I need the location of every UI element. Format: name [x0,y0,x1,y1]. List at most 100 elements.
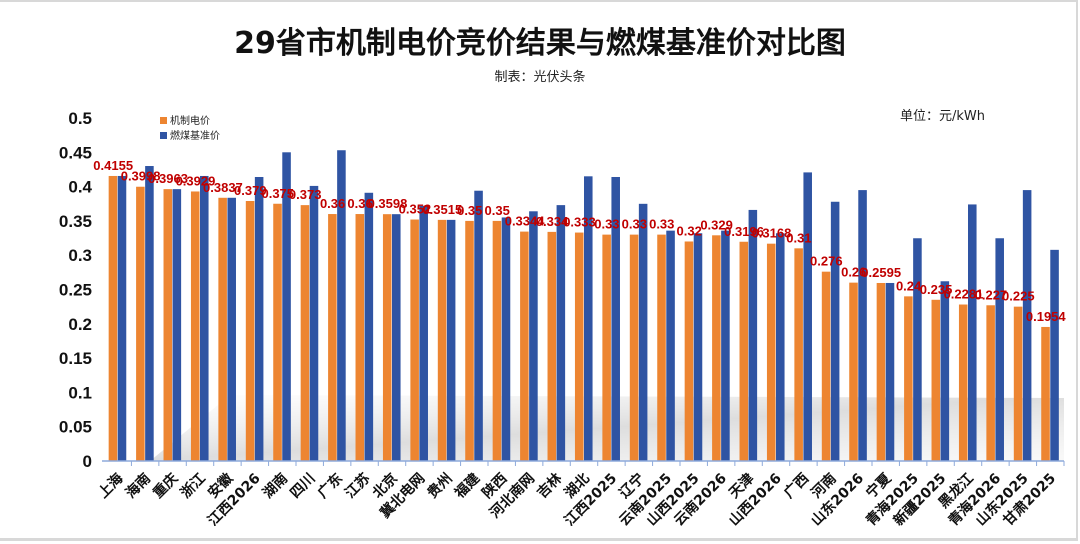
data-label: 0.24 [896,278,922,293]
bar-mechanism-price [328,214,337,461]
data-label: 0.373 [289,187,322,202]
bar-coal-benchmark [748,209,758,461]
bar-coal-benchmark [666,230,675,461]
bar-coal-benchmark [940,281,950,461]
data-label: 0.35 [485,203,510,218]
bar-mechanism-price [986,305,995,461]
y-tick-label: 0.1 [68,383,92,402]
unit-label: 单位：元/kWh [900,109,986,124]
bar-mechanism-price [136,186,145,462]
bar-coal-benchmark [913,238,922,461]
data-label: 0.35 [457,203,482,218]
y-tick-label: 0.2 [68,315,92,334]
bar-coal-benchmark [776,233,785,461]
bar-coal-benchmark [117,175,127,462]
y-tick-label: 0.5 [68,109,92,128]
x-tick-label: 广西 [780,470,812,502]
x-tick-label: 广东 [314,470,346,502]
chart-title: 29省市机制电价竞价结果与燃煤基准价对比图 [234,26,846,61]
bar-mechanism-price [958,304,968,461]
data-label: 0.225 [1002,289,1035,304]
bar-coal-benchmark [584,176,593,461]
data-label: 0.4155 [93,158,133,173]
bar-mechanism-price [657,234,666,461]
bar-coal-benchmark [254,176,264,461]
y-tick-label: 0.05 [59,418,92,437]
bar-coal-benchmark [529,211,538,461]
data-label: 0.3515 [422,202,462,217]
bar-coal-benchmark [419,205,428,461]
bar-mechanism-price [904,296,913,461]
bar-mechanism-price [821,271,831,461]
bar-coal-benchmark [1050,249,1059,461]
data-label: 0.26 [841,265,866,280]
bar-coal-benchmark [885,282,895,461]
chart-subtitle: 制表：光伏头条 [494,70,586,85]
data-label: 0.32 [677,223,702,238]
bar-mechanism-price [273,203,282,461]
bar-mechanism-price [574,232,584,461]
bar-mechanism-price [437,219,447,461]
bar-coal-benchmark [474,190,483,461]
bar-coal-benchmark [364,192,374,462]
y-tick-label: 0.4 [68,178,92,197]
bar-mechanism-price [465,220,474,461]
bar-coal-benchmark [721,230,730,461]
bar-coal-benchmark [803,172,812,462]
data-label: 0.333 [563,215,596,230]
data-label: 0.3929 [176,173,216,188]
data-label: 0.33 [594,217,619,232]
bar-coal-benchmark [446,219,456,461]
data-label: 0.375 [261,186,294,201]
bar-mechanism-price [218,197,227,461]
data-label: 0.3998 [121,169,161,184]
bar-mechanism-price [931,299,941,461]
bar-mechanism-price [849,282,858,461]
bar-mechanism-price [163,189,173,462]
legend: 机制电价 燃煤基准价 [160,114,220,142]
legend-label-mechanism: 机制电价 [170,114,210,127]
x-tick-label: 上海 [95,470,127,502]
bar-mechanism-price [492,220,502,461]
data-label: 0.227 [975,287,1008,302]
bar-mechanism-price [245,201,255,462]
bar-coal-benchmark [200,175,209,462]
bar-mechanism-price [876,282,886,461]
bar-mechanism-price [190,191,200,462]
data-label: 0.3344 [505,214,546,229]
bar-mechanism-price [1013,306,1023,461]
data-label: 0.352 [399,202,432,217]
data-label: 0.2281 [944,287,984,302]
bar-mechanism-price [108,175,118,462]
x-tick-label: 福建 [451,470,484,503]
bar-mechanism-price [712,235,721,461]
bar-mechanism-price [629,234,639,461]
x-tick-label: 四川 [287,471,318,502]
bar-coal-benchmark [227,197,236,461]
bar-coal-benchmark [858,190,867,461]
data-label: 0.36 [347,196,372,211]
x-tick-label: 湖南 [259,470,291,502]
data-label: 0.3598 [368,196,408,211]
bar-mechanism-price [355,214,365,461]
data-label: 0.1954 [1026,309,1067,324]
data-label: 0.334 [536,214,569,229]
bar-coal-benchmark [968,204,977,461]
bar-mechanism-price [520,231,529,461]
y-tick-label: 0.45 [59,143,92,162]
bar-mechanism-price [547,231,557,461]
data-label: 0.329 [700,217,733,232]
x-tick-label: 海南 [122,470,154,502]
bar-mechanism-price [766,243,776,461]
y-tick-label: 0 [83,452,92,471]
bar-coal-benchmark [337,150,346,461]
bar-mechanism-price [300,205,310,461]
bar-coal-benchmark [693,233,703,461]
bar-mechanism-price [794,248,803,461]
bar-coal-benchmark [556,205,566,461]
y-tick-label: 0.35 [59,212,92,231]
data-label: 0.3963 [148,171,188,186]
data-label: 0.235 [920,282,953,297]
